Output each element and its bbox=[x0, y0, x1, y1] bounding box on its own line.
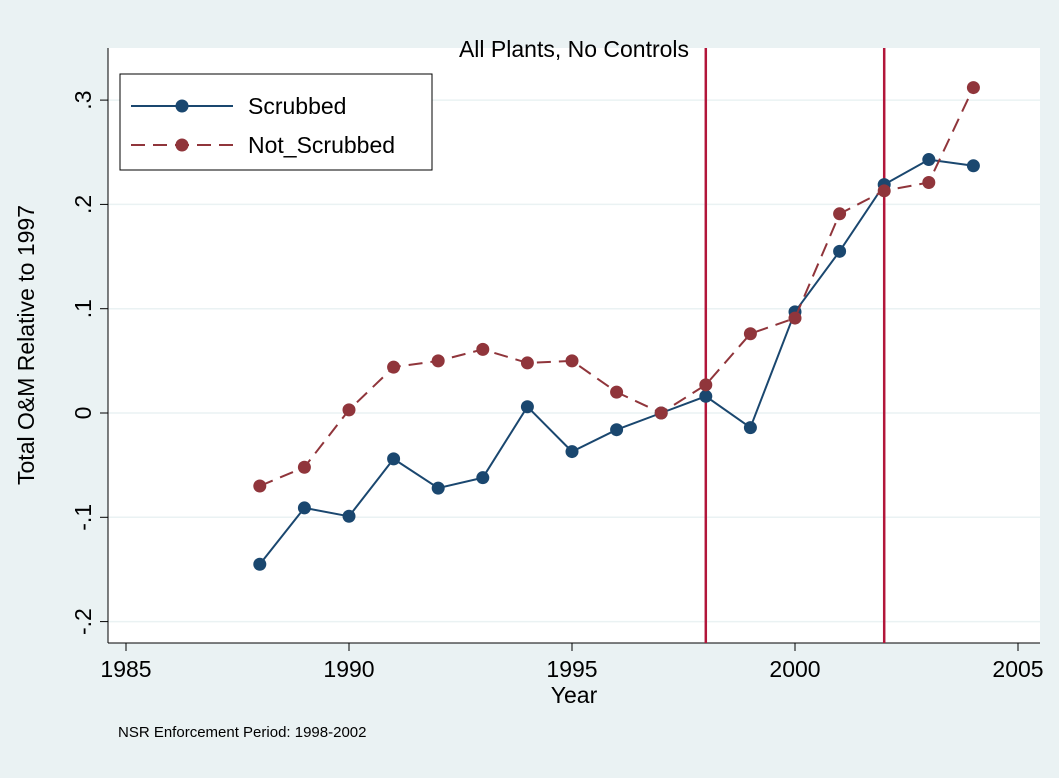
data-point bbox=[966, 81, 980, 95]
legend-marker-scrubbed bbox=[175, 99, 189, 113]
footnote: NSR Enforcement Period: 1998-2002 bbox=[118, 724, 366, 741]
data-point bbox=[610, 423, 624, 437]
data-point bbox=[387, 452, 401, 466]
data-point bbox=[253, 557, 267, 571]
data-point bbox=[520, 356, 534, 370]
data-point bbox=[431, 354, 445, 368]
data-point bbox=[297, 460, 311, 474]
x-tick-label: 2005 bbox=[992, 656, 1043, 682]
data-point bbox=[699, 389, 713, 403]
data-point bbox=[877, 184, 891, 198]
x-tick-label: 1990 bbox=[323, 656, 374, 682]
y-tick-label: .3 bbox=[70, 91, 96, 110]
x-tick-label: 2000 bbox=[769, 656, 820, 682]
series-not-scrubbed bbox=[253, 81, 980, 493]
y-tick-label: 0 bbox=[70, 407, 96, 420]
y-tick-label: -.2 bbox=[70, 608, 96, 635]
data-point bbox=[565, 445, 579, 459]
data-point bbox=[654, 406, 668, 420]
x-tick-label: 1985 bbox=[100, 656, 151, 682]
series-layer bbox=[253, 81, 980, 571]
y-axis-label: Total O&M Relative to 1997 bbox=[13, 205, 39, 485]
data-point bbox=[297, 501, 311, 515]
data-point bbox=[610, 385, 624, 399]
data-point bbox=[743, 327, 757, 341]
data-point bbox=[833, 244, 847, 258]
ticks-layer: -.2 -.1 0 .1 .2 .3 1985 1990 1995 2000 2005 bbox=[70, 91, 1044, 682]
data-point bbox=[342, 403, 356, 417]
data-point bbox=[788, 311, 802, 325]
data-point bbox=[476, 471, 490, 485]
data-point bbox=[922, 175, 936, 189]
data-point bbox=[565, 354, 579, 368]
vline-layer bbox=[704, 48, 886, 643]
legend-label-scrubbed: Scrubbed bbox=[248, 93, 346, 119]
data-point bbox=[253, 479, 267, 493]
legend: Scrubbed Not_Scrubbed bbox=[119, 73, 433, 171]
data-point bbox=[520, 400, 534, 414]
data-point bbox=[387, 360, 401, 374]
legend-box bbox=[119, 73, 433, 171]
data-point bbox=[966, 159, 980, 173]
data-point bbox=[342, 509, 356, 523]
data-point bbox=[699, 378, 713, 392]
y-tick-label: -.1 bbox=[70, 504, 96, 531]
x-tick-label: 1995 bbox=[546, 656, 597, 682]
y-tick-label: .1 bbox=[70, 299, 96, 318]
chart-title: All Plants, No Controls bbox=[459, 36, 689, 62]
legend-label-not-scrubbed: Not_Scrubbed bbox=[248, 132, 395, 158]
data-point bbox=[431, 481, 445, 495]
legend-marker-not-scrubbed bbox=[175, 138, 189, 152]
data-point bbox=[743, 421, 757, 435]
data-point bbox=[922, 153, 936, 167]
x-axis-label: Year bbox=[551, 682, 598, 708]
y-tick-label: .2 bbox=[70, 195, 96, 214]
data-point bbox=[476, 342, 490, 356]
data-point bbox=[833, 207, 847, 221]
